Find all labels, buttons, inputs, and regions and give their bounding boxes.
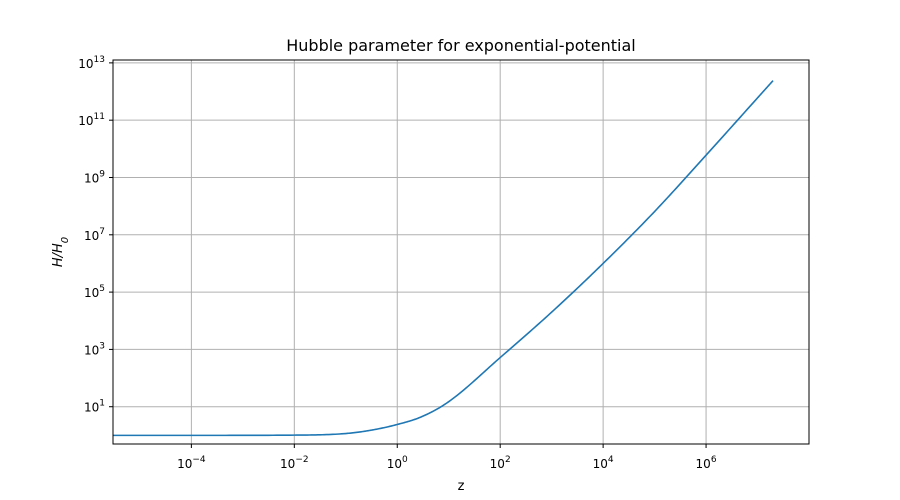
y-tick-label-exponent: 9 xyxy=(99,169,105,179)
y-axis-label: H/H0 xyxy=(51,237,71,267)
x-tick-label-exponent: 4 xyxy=(608,455,614,465)
x-tick-label: 102 xyxy=(490,455,511,471)
y-tick-label-exponent: 3 xyxy=(99,341,105,351)
y-tick-label: 1013 xyxy=(78,55,105,71)
grid xyxy=(113,60,809,444)
series-line xyxy=(113,80,774,437)
y-tick-label-exponent: 5 xyxy=(99,284,105,294)
y-axis-label-subscript: 0 xyxy=(60,237,71,243)
x-tick-label-base: 10 xyxy=(280,457,295,471)
x-tick-label-exponent: −2 xyxy=(295,455,308,465)
y-axis-label-main: H/H xyxy=(51,243,66,267)
y-tick-label-base: 10 xyxy=(78,57,93,71)
plot-lines xyxy=(113,80,774,437)
x-axis-label: z xyxy=(458,479,465,494)
x-tick-label: 10−4 xyxy=(177,455,206,471)
x-tick-label-exponent: 6 xyxy=(711,455,717,465)
y-tick-label-base: 10 xyxy=(84,401,99,415)
x-tick-label: 104 xyxy=(593,455,614,471)
y-tick-label: 107 xyxy=(84,227,105,243)
y-tick-label-exponent: 13 xyxy=(94,55,105,65)
x-tick-label-exponent: −4 xyxy=(192,455,206,465)
plot-frame xyxy=(112,59,810,445)
x-axis-ticks: 10−4 10−2 100 102 104 106 xyxy=(177,444,717,471)
y-tick-label-base: 10 xyxy=(84,229,99,243)
x-tick-label-exponent: 0 xyxy=(402,455,408,465)
x-tick-label-base: 10 xyxy=(593,457,608,471)
y-tick-label-base: 10 xyxy=(78,114,93,128)
x-tick-label: 106 xyxy=(696,455,717,471)
y-tick-label-base: 10 xyxy=(84,343,99,357)
y-tick-label: 109 xyxy=(84,169,105,185)
x-tick-label: 10−2 xyxy=(280,455,309,471)
y-tick-label-exponent: 11 xyxy=(94,112,105,122)
y-tick-label: 1011 xyxy=(78,112,105,128)
y-tick-label-exponent: 7 xyxy=(99,227,105,237)
y-tick-label-base: 10 xyxy=(84,286,99,300)
y-tick-label: 101 xyxy=(84,399,105,415)
y-tick-label: 103 xyxy=(84,341,105,357)
x-tick-label-base: 10 xyxy=(387,457,402,471)
y-tick-label-base: 10 xyxy=(84,171,99,185)
y-tick-label: 105 xyxy=(84,284,105,300)
chart-title: Hubble parameter for exponential-potenti… xyxy=(286,36,636,55)
x-tick-label-base: 10 xyxy=(177,457,192,471)
y-tick-label-exponent: 1 xyxy=(99,399,105,409)
x-tick-label-base: 10 xyxy=(490,457,505,471)
x-tick-label: 100 xyxy=(387,455,408,471)
x-tick-label-exponent: 2 xyxy=(505,455,511,465)
x-tick-label-base: 10 xyxy=(696,457,711,471)
